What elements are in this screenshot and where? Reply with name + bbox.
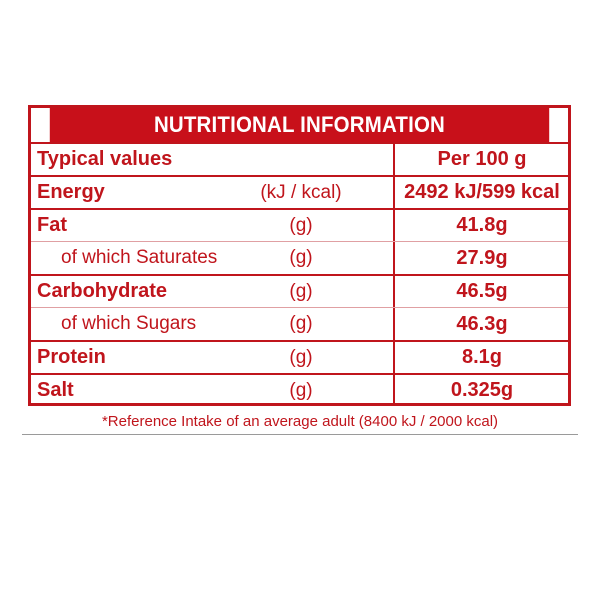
nutrient-value: 27.9g — [456, 246, 508, 269]
table-row-protein: Protein (g) 8.1g — [31, 340, 568, 373]
nutrient-value: 0.325g — [450, 379, 514, 401]
nutrient-unit: (g) — [289, 214, 313, 236]
table-row-carbohydrate: Carbohydrate (g) 46.5g — [31, 274, 568, 307]
nutrient-name: of which Sugars — [61, 313, 197, 334]
table-title: NUTRITIONAL INFORMATION — [49, 108, 550, 142]
divider-line — [22, 434, 578, 435]
nutrient-name: Energy — [37, 181, 105, 203]
nutrient-name: Protein — [37, 346, 106, 368]
nutrition-table: NUTRITIONAL INFORMATION Typical values P… — [28, 105, 571, 406]
table-row-sugars: of which Sugars (g) 46.3g — [31, 307, 568, 340]
table-body: Typical values Per 100 g Energy (kJ / kc… — [31, 142, 568, 406]
reference-intake-footnote: *Reference Intake of an average adult (8… — [101, 413, 499, 430]
nutrient-value: 46.5g — [456, 280, 508, 302]
header-row: Typical values Per 100 g — [31, 142, 568, 175]
table-row-salt: Salt (g) 0.325g — [31, 373, 568, 406]
nutrient-unit: (g) — [289, 247, 313, 268]
nutrient-name: Carbohydrate — [37, 280, 168, 302]
nutrient-value: 2492 kJ/599 kcal — [404, 181, 560, 203]
nutrient-name: Fat — [37, 214, 67, 236]
nutrient-value: 46.3g — [456, 312, 508, 335]
nutrient-unit: (g) — [289, 346, 313, 368]
per-100g-label: Per 100 g — [437, 148, 527, 170]
nutrient-unit: (g) — [289, 379, 313, 401]
nutrient-unit: (g) — [289, 313, 313, 334]
typical-values-label: Typical values — [37, 148, 173, 170]
nutrient-value: 41.8g — [456, 214, 508, 236]
table-row-energy: Energy (kJ / kcal) 2492 kJ/599 kcal — [31, 175, 568, 208]
nutrient-unit: (kJ / kcal) — [260, 181, 342, 203]
column-divider — [393, 142, 395, 403]
nutrient-name: of which Saturates — [61, 247, 218, 268]
nutrient-name: Salt — [37, 379, 74, 401]
table-row-saturates: of which Saturates (g) 27.9g — [31, 241, 568, 274]
nutrient-value: 8.1g — [461, 346, 503, 368]
nutrient-unit: (g) — [289, 280, 313, 302]
table-row-fat: Fat (g) 41.8g — [31, 208, 568, 241]
